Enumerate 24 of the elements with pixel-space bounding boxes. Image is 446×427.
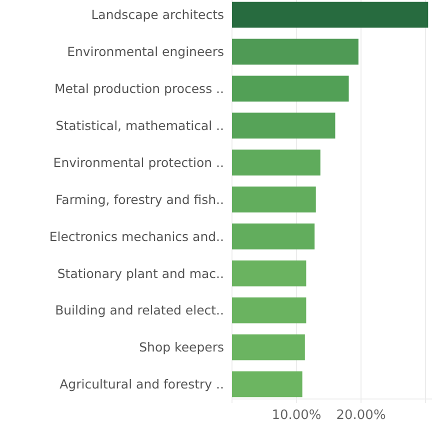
x-tick-label: 10.00%: [272, 408, 322, 423]
x-tick-label: 20.00%: [336, 408, 386, 423]
y-tick-label: Farming, forestry and fish..: [56, 192, 224, 207]
y-tick-label: Agricultural and forestry ..: [60, 376, 224, 392]
y-tick-label: Environmental protection ..: [53, 154, 224, 170]
y-tick-label: Building and related elect..: [55, 302, 224, 318]
bar: [232, 186, 316, 212]
bar: [232, 2, 428, 28]
bar: [232, 150, 320, 176]
bar: [232, 38, 358, 65]
y-tick-label: Landscape architects: [91, 7, 224, 22]
bar: [232, 76, 349, 102]
bar: [232, 260, 306, 286]
bar: [232, 334, 305, 360]
bar: [232, 224, 315, 250]
y-tick-label: Environmental engineers: [67, 44, 224, 60]
y-tick-label: Statistical, mathematical ..: [56, 118, 224, 133]
bar: [232, 297, 306, 324]
y-tick-label: Shop keepers: [139, 340, 224, 355]
y-tick-label: Electronics mechanics and..: [49, 228, 224, 244]
bar: [232, 371, 302, 398]
bar: [232, 112, 336, 139]
y-tick-label: Stationary plant and mac..: [57, 266, 224, 281]
y-tick-label: Metal production process ..: [54, 81, 224, 96]
